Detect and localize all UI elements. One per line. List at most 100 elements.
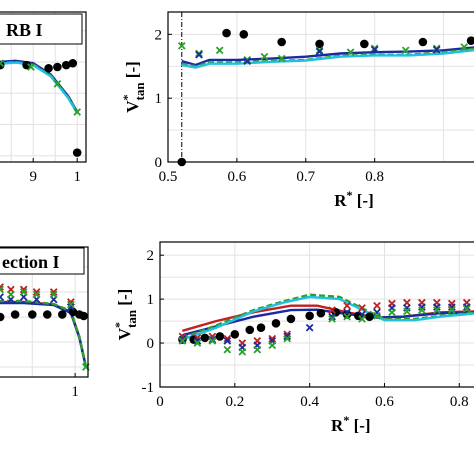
data-point: [370, 45, 379, 54]
x-tick-label: 0.8: [450, 394, 469, 410]
data-point: [403, 307, 411, 316]
data-point: [268, 341, 277, 350]
plot-frame: [0, 11, 87, 163]
y-axis-label: V*tan [-]: [120, 61, 147, 113]
data-point: [223, 345, 232, 354]
data-point: [200, 333, 210, 343]
data-point: [358, 304, 366, 312]
series-line: [0, 299, 88, 367]
data-point: [343, 301, 351, 310]
series-group: [0, 299, 88, 368]
data-point: [42, 310, 52, 319]
y-tick-label: 0: [155, 155, 163, 171]
data-point: [19, 288, 28, 296]
series-line: [182, 295, 474, 341]
data-point: [277, 54, 286, 63]
data-point: [346, 48, 355, 57]
data-point: [462, 304, 471, 313]
plot-frame: [167, 11, 474, 163]
data-point: [418, 306, 426, 314]
data-point: [44, 63, 53, 73]
y-axis-label: V*tan [-]: [112, 289, 139, 341]
x-tick-label: 1: [71, 384, 79, 400]
data-point: [342, 310, 352, 319]
y-tick-label: 1: [147, 292, 155, 308]
chart-bottom-left: 1 ection I: [0, 246, 90, 400]
data-point: [73, 108, 82, 116]
data-point: [315, 46, 324, 55]
data-point: [277, 37, 286, 47]
series-line: [0, 301, 88, 368]
data-point: [283, 332, 292, 341]
data-point: [0, 59, 5, 68]
panel-title: RB I: [6, 20, 43, 40]
x-tick-label: 0.5: [159, 169, 178, 185]
data-point: [49, 288, 58, 296]
series-group: [0, 59, 79, 114]
y-tick-label: 2: [147, 248, 155, 264]
grid: [168, 12, 474, 162]
data-point: [19, 285, 28, 294]
data-point: [328, 312, 336, 321]
data-point: [462, 303, 471, 311]
data-point: [433, 306, 441, 314]
y-tick-label: -1: [142, 380, 155, 396]
data-point: [305, 323, 314, 332]
data-point: [32, 288, 41, 296]
data-point: [215, 46, 224, 55]
data-point: [466, 36, 474, 46]
data-point: [243, 57, 252, 65]
x-tick-label: 0: [156, 394, 164, 410]
data-point: [360, 39, 369, 49]
data-point: [195, 50, 203, 59]
x-tick-label: 0.6: [375, 394, 394, 410]
y-tick-label: 1: [155, 91, 163, 107]
x-axis-label: R* [-]: [331, 413, 371, 435]
data-point: [215, 332, 225, 341]
data-point: [432, 44, 441, 53]
data-point: [238, 348, 247, 356]
data-point: [328, 315, 336, 323]
data-point: [27, 310, 37, 319]
data-point: [53, 80, 62, 88]
x-axis-label: R* [-]: [334, 188, 374, 210]
data-point: [208, 337, 217, 345]
data-point: [358, 315, 366, 323]
data-point: [22, 60, 31, 70]
data-point: [230, 329, 240, 339]
data-point: [79, 311, 89, 321]
data-point: [315, 39, 324, 49]
data-point: [208, 335, 217, 344]
data-point: [316, 308, 326, 318]
data-point: [243, 56, 252, 64]
data-point: [27, 63, 35, 71]
data-point: [260, 52, 269, 61]
data-point: [286, 314, 296, 324]
data-point: [193, 339, 202, 347]
data-point: [253, 345, 262, 354]
x-tick-label: 0.8: [365, 169, 384, 185]
data-point: [245, 325, 255, 335]
data-point: [32, 290, 41, 299]
x-tick-label: 1: [73, 169, 81, 185]
data-point: [0, 283, 4, 291]
x-tick-label: 0.7: [296, 169, 315, 185]
data-point: [256, 323, 266, 332]
data-point: [447, 306, 456, 314]
data-point: [268, 334, 277, 343]
data-point: [0, 312, 5, 322]
panel-title-box: [0, 247, 85, 275]
data-point: [67, 303, 75, 311]
data-point: [370, 44, 379, 53]
data-point: [72, 148, 82, 157]
series-line: [181, 48, 474, 69]
data-point: [315, 47, 324, 56]
plot-frame: [159, 241, 474, 388]
y-tick-label: 2: [155, 27, 163, 43]
series-line: [181, 46, 474, 67]
x-tick-label: 0.2: [225, 394, 244, 410]
data-point: [373, 301, 381, 310]
data-point: [223, 334, 232, 343]
chart-top-right: 0.5 0.6 0.7 0.8 0 1 2 V*tan [-] R* [-]: [120, 11, 474, 210]
